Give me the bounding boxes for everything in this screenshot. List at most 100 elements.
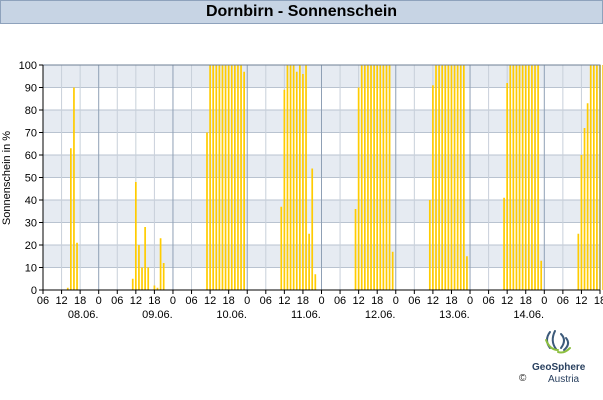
y-tick-label: 40 [25,195,37,207]
sunshine-bar [586,103,589,290]
x-tick-label: 12 [575,295,587,307]
sunshine-bar [453,65,456,290]
x-axis-ticks: 06 12 18 0 06 12 18 0 06 12 18 0 06 12 18 0 06 12 18 0 06 12 1… [37,290,603,321]
y-tick-label: 20 [25,240,37,252]
x-day-label: 11.06. [291,309,321,321]
x-tick-label: 06 [408,295,420,307]
sunshine-bar [373,65,375,290]
sunshine-bar [153,285,156,290]
sunshine-bar [144,227,146,290]
sunshine-bar [212,65,215,290]
sunshine-bar [466,256,468,290]
y-tick-label: 10 [25,263,37,275]
x-tick-label: 0 [244,295,250,307]
y-tick-label: 0 [31,285,37,297]
sunshine-bar [289,65,292,290]
y-tick-label: 60 [25,150,37,162]
x-day-label: 09.06. [142,309,173,321]
y-tick-label: 80 [25,105,37,117]
sunshine-bar [243,71,245,290]
sunshine-bar [524,65,527,290]
sunshine-bar [580,155,583,290]
x-tick-label: 06 [111,295,123,307]
sunshine-bar [428,200,431,290]
sunshine-bar [509,65,512,290]
copyright-symbol: © [519,373,527,384]
x-tick-label: 18 [148,295,160,307]
x-tick-label: 12 [204,295,216,307]
sunshine-bar [592,65,595,290]
sunshine-bar [311,168,314,290]
sunshine-bar [537,65,539,290]
sunshine-bar [521,65,524,290]
x-tick-label: 06 [37,295,49,307]
sunshine-bar [367,65,369,290]
sunshine-bar [292,65,295,290]
x-tick-label: 12 [130,295,142,307]
sunshine-bar [209,65,211,290]
sunshine-bar [240,65,242,290]
sunshine-bar [577,233,580,290]
geosphere-logo [528,328,598,388]
sunshine-bar [280,206,283,290]
y-axis-ticks: 0 10 20 30 40 50 60 70 80 90 100 [19,60,43,297]
x-tick-label: 0 [467,295,473,307]
x-tick-label: 0 [541,295,547,307]
sunshine-bar [444,65,447,290]
y-axis-label: Sonnenschein in % [1,131,13,225]
sunshine-bar [596,65,598,290]
x-tick-label: 18 [594,295,603,307]
sunshine-bar [73,87,75,290]
x-tick-label: 18 [74,295,86,307]
sunshine-bar [363,65,366,290]
sunshine-bar [583,128,586,290]
sunshine-bar [131,278,134,290]
sunshine-bar [162,263,165,290]
sunshine-bar [388,65,391,290]
sunshine-bar [298,65,301,290]
sunshine-bar [512,65,515,290]
sunshine-bar [531,65,533,290]
sunshine-bar [227,65,230,290]
brand-name: GeoSphere [532,362,586,373]
sunshine-bar [432,85,434,290]
sunshine-bar [527,65,530,290]
x-day-label: 12.06. [365,309,396,321]
chart-title: Dornbirn - Sonnenschein [0,0,603,24]
x-tick-label: 12 [501,295,513,307]
sunshine-bar [237,65,239,290]
x-tick-label: 12 [55,295,67,307]
sunshine-bar [302,74,304,290]
x-tick-label: 12 [353,295,365,307]
sunshine-bar [314,274,317,290]
sunshine-bar [379,65,382,290]
sunshine-bar [159,238,162,290]
sunshine-bar [503,197,505,290]
sunshine-bar [230,65,233,290]
y-tick-label: 30 [25,218,37,230]
sunshine-bar [138,245,140,290]
sunshine-bar [305,65,307,290]
sunshine-bar [156,287,159,290]
sunshine-bar [441,65,444,290]
y-tick-label: 100 [19,60,37,72]
sunshine-bar [391,251,394,290]
sunshine-bar [385,65,388,290]
sunshine-bar [438,65,440,290]
sunshine-bar [382,65,385,290]
x-tick-label: 18 [520,295,532,307]
sunshine-bar [141,267,143,290]
x-tick-label: 06 [185,295,197,307]
x-tick-label: 12 [278,295,290,307]
sunshine-bar [218,65,221,290]
x-tick-label: 0 [393,295,399,307]
sunshine-bar [456,65,459,290]
sunshine-bar [147,267,150,290]
sunshine-bar [462,65,465,290]
sunshine-bar [221,65,224,290]
sunshine-bar [215,65,218,290]
sunshine-bar [234,65,236,290]
y-tick-label: 50 [25,173,37,185]
sunshine-bar [206,132,208,290]
